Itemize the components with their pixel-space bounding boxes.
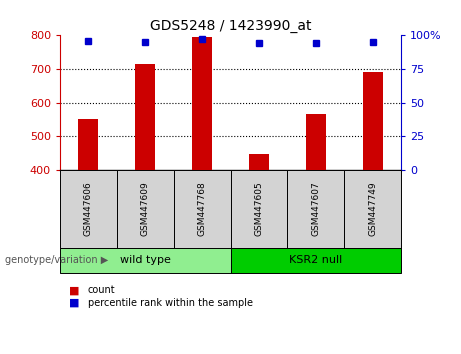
Text: ■: ■: [69, 285, 80, 295]
Text: wild type: wild type: [120, 255, 171, 265]
Text: KSR2 null: KSR2 null: [289, 255, 343, 265]
Bar: [135, 64, 155, 304]
Bar: [363, 72, 383, 304]
Text: GSM447607: GSM447607: [311, 182, 320, 236]
Text: genotype/variation ▶: genotype/variation ▶: [5, 255, 108, 265]
Bar: [249, 154, 269, 304]
Bar: [78, 119, 98, 304]
Bar: [192, 37, 212, 304]
Text: GSM447606: GSM447606: [84, 182, 93, 236]
Text: percentile rank within the sample: percentile rank within the sample: [88, 298, 253, 308]
Bar: [306, 114, 326, 304]
Text: GSM447749: GSM447749: [368, 182, 377, 236]
Text: count: count: [88, 285, 115, 295]
Text: GSM447605: GSM447605: [254, 182, 263, 236]
Title: GDS5248 / 1423990_at: GDS5248 / 1423990_at: [150, 19, 311, 33]
Text: GSM447609: GSM447609: [141, 182, 150, 236]
Text: GSM447768: GSM447768: [198, 182, 207, 236]
Text: ■: ■: [69, 298, 80, 308]
